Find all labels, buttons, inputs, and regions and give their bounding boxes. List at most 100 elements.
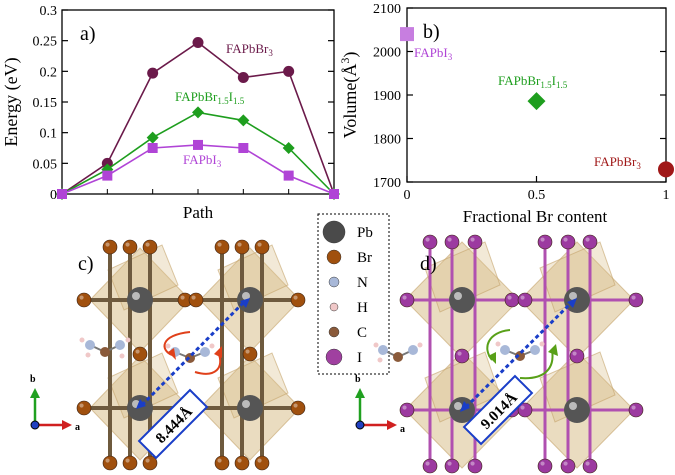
pb-atoms — [127, 287, 263, 421]
halide-atom — [254, 239, 270, 255]
panel-b-letter: b) — [423, 21, 440, 43]
halide-highlight — [520, 295, 525, 300]
panel-c-letter: c) — [78, 253, 94, 275]
legend-atom-br — [326, 249, 342, 265]
plot-a-y-tick-label: 0.3 — [40, 4, 58, 19]
axis-a-label-c: a — [75, 422, 80, 433]
halide-atom — [560, 234, 576, 250]
halide-atom — [517, 402, 533, 418]
halide-highlight — [217, 242, 222, 247]
halide-highlight — [540, 461, 545, 466]
label-fapbbr15i15: FAPbBr1.5I1.5 — [175, 89, 245, 106]
halide-highlight — [631, 295, 636, 300]
series-point — [238, 143, 249, 153]
halide-highlight — [425, 461, 430, 466]
point-fapbbr15i15 — [527, 92, 546, 111]
halide-highlight — [257, 242, 262, 247]
halide-atom — [560, 458, 576, 474]
halide-highlight — [79, 295, 84, 300]
halide-atom — [628, 402, 644, 418]
halide-highlight — [105, 242, 110, 247]
fapbbr3-structure: 8.444Å c) b a — [30, 239, 306, 471]
series-point — [146, 131, 159, 144]
label-fapbbr3: FAPbBr3 — [226, 41, 273, 58]
legend-atom-pb — [322, 220, 346, 244]
halide-highlight — [631, 405, 636, 410]
fa-molecules-d — [373, 341, 545, 363]
series-point — [102, 170, 113, 181]
legend-label-i: I — [357, 350, 362, 366]
axis-triad-d: b a — [355, 374, 405, 435]
halide-highlight — [257, 458, 262, 463]
halide-highlight — [79, 403, 84, 408]
halide-highlight — [105, 458, 110, 463]
legend-label-br: Br — [357, 250, 372, 266]
halide-atom — [214, 239, 230, 255]
point-fapbbr3 — [658, 161, 674, 178]
halide-atom — [76, 292, 92, 308]
halide-highlight — [145, 242, 150, 247]
distance-line-c — [140, 300, 246, 407]
halide-atom — [290, 400, 306, 416]
halide-highlight — [237, 242, 242, 247]
plot-a-y-label: Energy (eV) — [1, 57, 22, 146]
plot-b-x-tick-label: 0.5 — [528, 188, 546, 203]
point-fapbi3 — [400, 27, 414, 42]
plot-b-y-tick-label: 1800 — [373, 133, 401, 148]
halide-highlight — [563, 461, 568, 466]
halide-highlight — [293, 403, 298, 408]
distance-arrowhead-d2 — [460, 401, 470, 412]
legend-label-pb: Pb — [357, 225, 373, 241]
plot-a-y-tick-label: 0.05 — [33, 157, 58, 172]
label-b-fapbbr15i15: FAPbBr1.5I1.5 — [498, 73, 568, 90]
halide-atom — [569, 348, 585, 364]
plot-b-points — [400, 27, 674, 178]
plot-a-y-ticks: 0 0.05 0.1 0.15 0.2 0.25 0.3 — [33, 4, 334, 203]
halide-atom — [537, 234, 553, 250]
halide-atom — [76, 400, 92, 416]
series-point — [237, 114, 250, 127]
legend-atom-c — [328, 326, 340, 338]
halide-atom — [132, 346, 148, 362]
plot-a-y-tick-label: 0.2 — [40, 65, 58, 80]
plot-b-x-tick-label: 0 — [404, 188, 411, 203]
plot-a-y-tick-label: 0.25 — [33, 35, 58, 50]
series-point — [282, 142, 295, 154]
plot-a-x-label: Path — [183, 203, 214, 222]
plot-b-y-tick-label: 2100 — [373, 2, 401, 17]
halide-highlight — [145, 458, 150, 463]
plot-b-y-tick-label: 1700 — [373, 176, 401, 191]
halide-atom — [467, 234, 483, 250]
plot-b-y-label: Volume(Å3) — [338, 52, 361, 139]
halide-atom — [422, 458, 438, 474]
distance-line-d — [464, 301, 573, 409]
halide-highlight — [237, 458, 242, 463]
halide-atom — [399, 292, 415, 308]
label-b-fapbbr3: FAPbBr3 — [594, 154, 641, 171]
halide-highlight — [293, 295, 298, 300]
axis-a-label-d: a — [400, 424, 405, 435]
halide-highlight — [217, 458, 222, 463]
plot-b-ticks: 1700 1800 1900 2000 2100 0 0.5 1 — [373, 2, 670, 203]
halide-highlight — [447, 237, 452, 242]
series-point — [192, 37, 204, 49]
panel-a-letter: a) — [80, 23, 96, 45]
plot-a-y-tick-label: 0.15 — [33, 96, 58, 111]
halide-highlight — [402, 295, 407, 300]
axis-triad-c: b a — [30, 374, 80, 433]
halide-atom — [517, 292, 533, 308]
halide-atom — [254, 455, 270, 471]
halide-atom — [122, 239, 138, 255]
br-atoms — [76, 239, 306, 471]
halide-atom — [399, 402, 415, 418]
legend-atom-h — [329, 302, 339, 312]
halide-highlight — [520, 405, 525, 410]
halide-highlight — [125, 242, 130, 247]
halide-atom — [102, 239, 118, 255]
halide-atom — [142, 455, 158, 471]
halide-highlight — [245, 349, 250, 354]
series-point — [147, 143, 158, 153]
arrowhead-left-d — [488, 352, 496, 364]
